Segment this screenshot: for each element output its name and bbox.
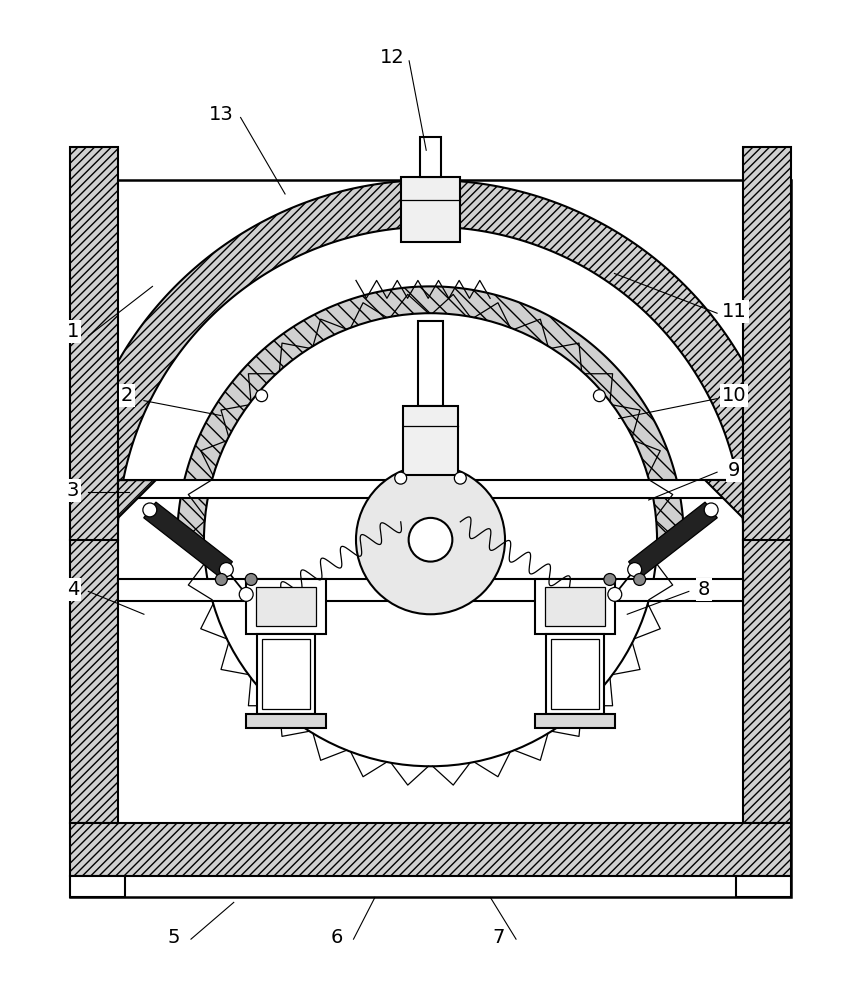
Text: 9: 9	[728, 461, 740, 480]
Bar	[71, 180, 790, 897]
Polygon shape	[71, 180, 790, 540]
Circle shape	[143, 503, 157, 517]
Polygon shape	[144, 502, 232, 577]
Text: 10: 10	[722, 386, 746, 405]
Text: 5: 5	[168, 928, 180, 947]
Circle shape	[256, 390, 268, 402]
Polygon shape	[177, 286, 684, 540]
Polygon shape	[629, 502, 717, 577]
Bar	[536, 714, 615, 728]
Bar	[73, 516, 118, 563]
Text: 1: 1	[67, 322, 79, 341]
Text: 2: 2	[121, 386, 133, 405]
Circle shape	[409, 518, 452, 562]
Text: 12: 12	[380, 48, 405, 67]
Bar	[262, 639, 310, 709]
Bar	[551, 639, 599, 709]
Text: 8: 8	[698, 580, 710, 599]
Bar	[246, 714, 325, 728]
Bar	[118, 480, 743, 498]
Circle shape	[593, 390, 605, 402]
Circle shape	[604, 574, 616, 585]
Circle shape	[394, 472, 406, 484]
Bar	[400, 177, 461, 242]
Text: 4: 4	[67, 580, 79, 599]
Polygon shape	[705, 480, 743, 518]
Circle shape	[634, 574, 646, 585]
Bar	[419, 137, 442, 177]
Circle shape	[628, 563, 641, 577]
Text: 7: 7	[492, 928, 505, 947]
Text: 13: 13	[208, 105, 233, 124]
Circle shape	[608, 587, 622, 601]
Circle shape	[704, 503, 718, 517]
Text: 11: 11	[722, 302, 746, 321]
Bar	[256, 587, 316, 626]
Circle shape	[356, 465, 505, 614]
Bar	[546, 634, 604, 714]
Circle shape	[204, 313, 657, 766]
Bar	[418, 321, 443, 406]
Bar	[743, 147, 790, 823]
Text: 6: 6	[331, 928, 343, 947]
Circle shape	[245, 574, 257, 585]
Bar	[736, 876, 790, 897]
Bar	[246, 579, 325, 634]
Bar	[403, 406, 458, 475]
Text: 3: 3	[67, 481, 79, 500]
Bar	[536, 579, 615, 634]
Bar	[118, 579, 743, 601]
Circle shape	[239, 587, 253, 601]
Bar	[71, 876, 125, 897]
Polygon shape	[118, 480, 156, 518]
Circle shape	[215, 574, 227, 585]
Bar	[71, 147, 118, 823]
Circle shape	[455, 472, 467, 484]
Bar	[71, 823, 790, 876]
Bar	[257, 634, 315, 714]
Bar	[545, 587, 605, 626]
Bar	[743, 516, 788, 563]
Circle shape	[220, 563, 233, 577]
